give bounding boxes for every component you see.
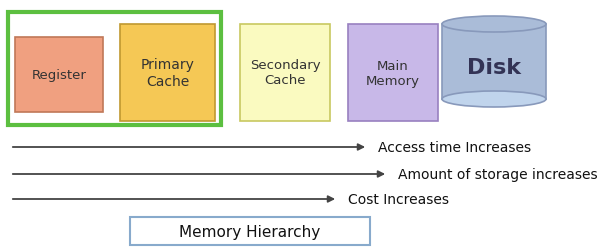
Text: Secondary
Cache: Secondary Cache xyxy=(250,59,320,87)
Text: Access time Increases: Access time Increases xyxy=(378,140,531,154)
FancyBboxPatch shape xyxy=(15,38,103,113)
Ellipse shape xyxy=(442,92,546,108)
Polygon shape xyxy=(442,25,546,100)
Ellipse shape xyxy=(442,17,546,33)
Text: Cost Increases: Cost Increases xyxy=(348,192,449,206)
Text: Primary
Cache: Primary Cache xyxy=(140,58,194,88)
Text: Main
Memory: Main Memory xyxy=(366,59,420,87)
FancyBboxPatch shape xyxy=(348,25,438,121)
FancyBboxPatch shape xyxy=(240,25,330,121)
Text: Register: Register xyxy=(32,69,86,82)
Text: Memory Hierarchy: Memory Hierarchy xyxy=(179,224,320,239)
Text: Amount of storage increases: Amount of storage increases xyxy=(398,167,598,181)
FancyBboxPatch shape xyxy=(120,25,215,121)
Text: Disk: Disk xyxy=(467,57,521,77)
FancyBboxPatch shape xyxy=(130,217,370,245)
FancyBboxPatch shape xyxy=(8,13,221,125)
